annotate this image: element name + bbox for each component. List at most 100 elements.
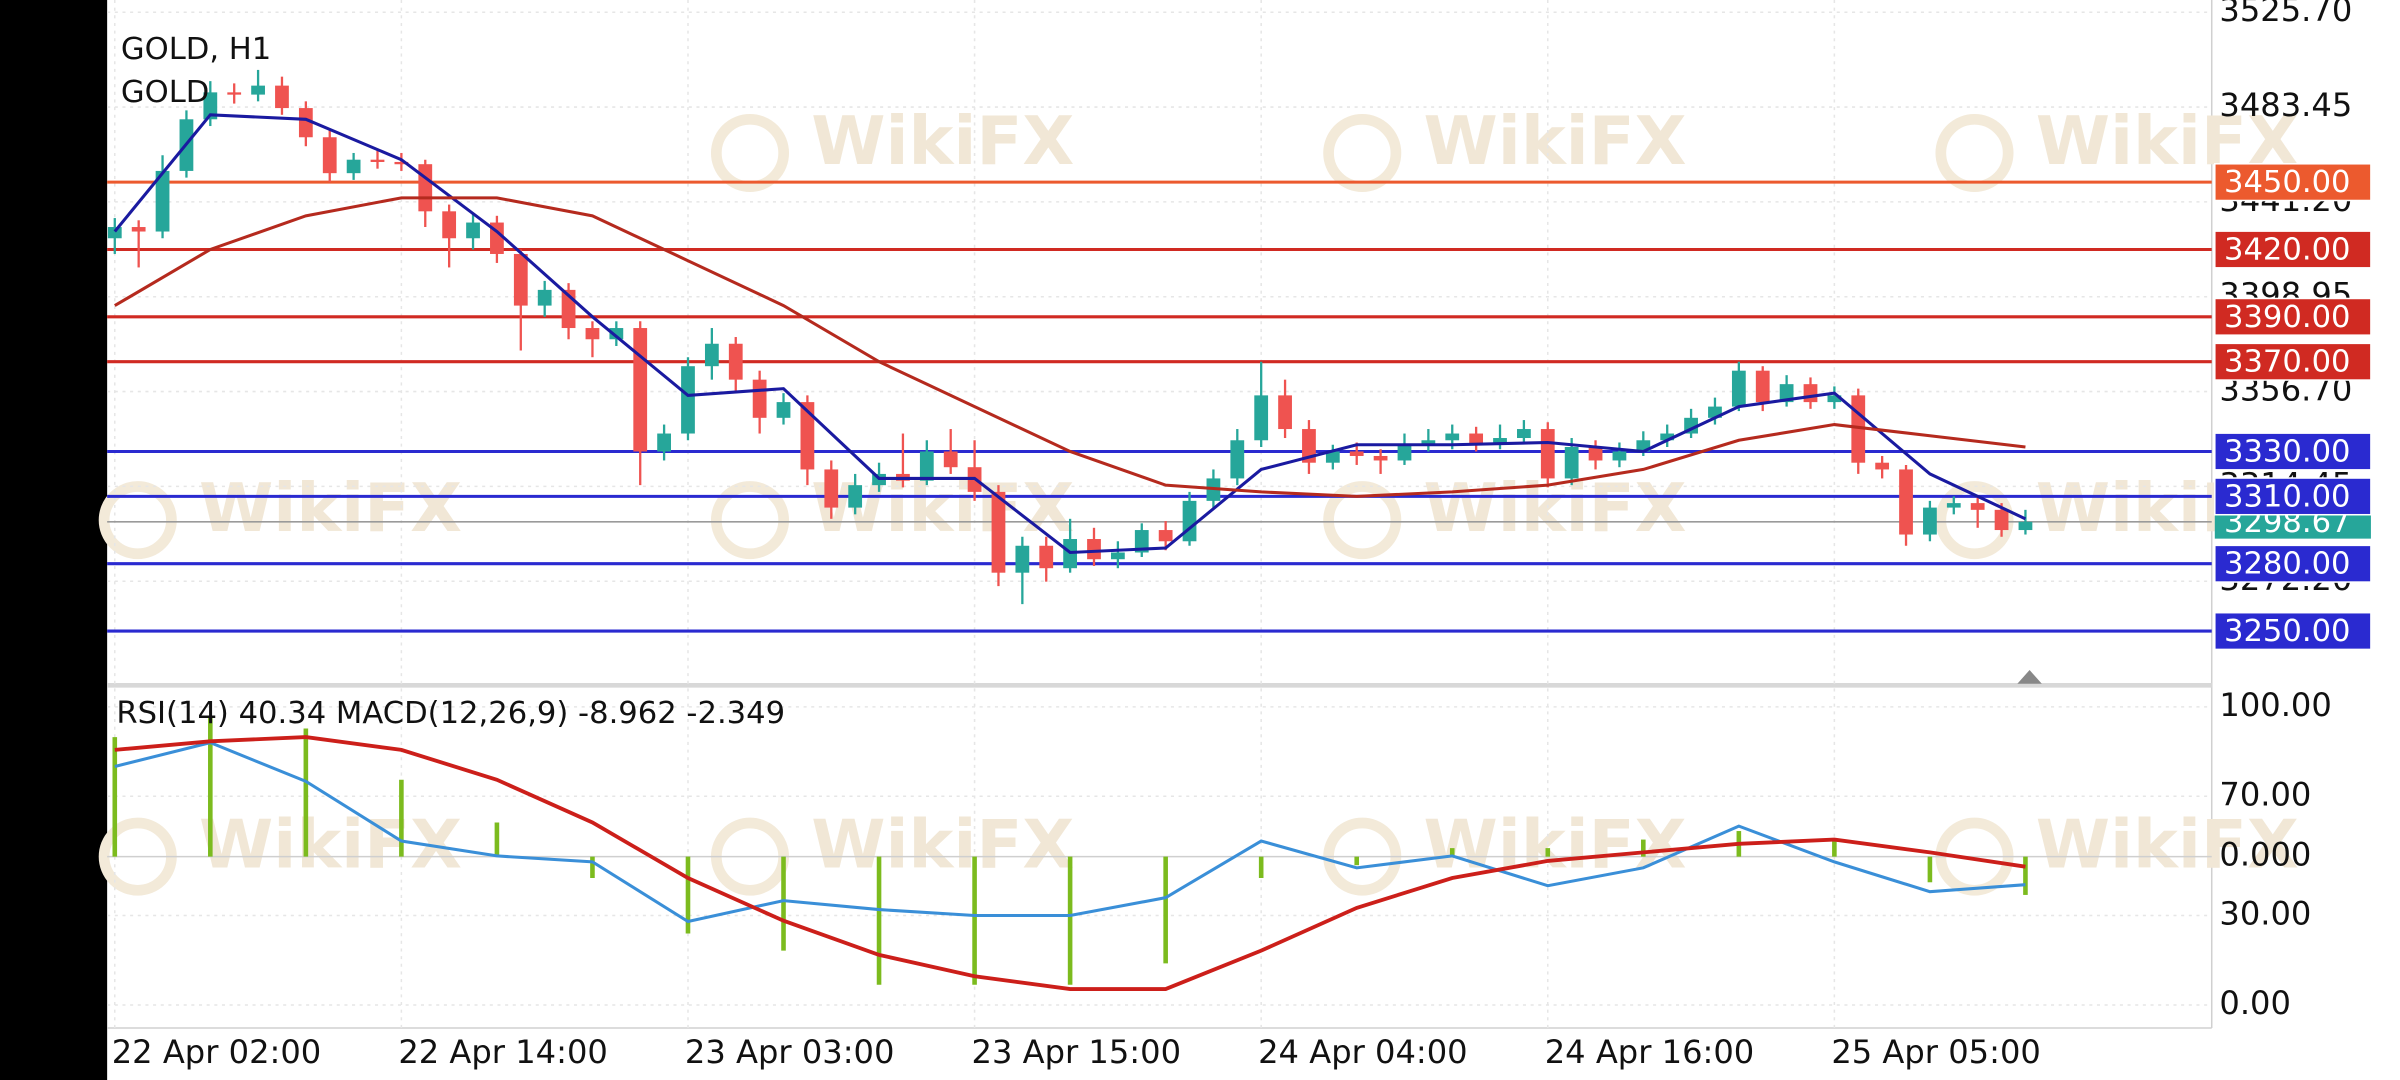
candle-body [991,491,1006,573]
candle-body [609,328,624,340]
candle-body [513,253,528,306]
candle-body [1994,509,2009,531]
candle-body [394,161,409,165]
axis: 22 Apr 02:00 22 Apr 14:00 23 Apr 03:00 23 A… [112,0,2372,1071]
x-tick-label: 23 Apr 03:00 [685,1033,895,1071]
candle-body [155,170,170,232]
level-label: 3250.00 [2224,614,2351,649]
candle-body [1612,451,1627,461]
watermark: WikiFX [811,469,1074,547]
candle-body [1803,384,1818,403]
candle-body [1421,440,1436,445]
candle-body [1278,395,1292,430]
moving-average [114,196,2026,498]
macd-tick-label: 0.000 [2219,836,2311,874]
candle-body [1564,446,1579,479]
watermark: WikiFX [1423,102,1686,180]
candle-body [1397,444,1412,461]
x-tick-label: 23 Apr 15:00 [972,1033,1182,1071]
candle-body [1445,433,1460,441]
candle-body [1875,462,1890,470]
candle-body [1039,545,1054,569]
left-bezel [0,0,108,1080]
chart-subtitle: GOLD [121,75,209,110]
watermark: WikiFX [2036,806,2299,884]
candle-body [1373,455,1388,461]
indicators [112,715,2028,991]
watermark: WikiFX [811,102,1074,180]
candle-body [466,222,480,239]
grid [107,0,2212,1028]
candle-body [919,451,934,481]
candle-body [203,92,218,120]
level-box [2214,544,2372,583]
level-box [2214,611,2372,651]
candle-body [1899,469,1913,535]
candle-body [1755,370,1770,403]
rsi-tick-label: 0.00 [2219,984,2291,1022]
level-label: 3420.00 [2224,233,2351,268]
candle-body [1302,429,1316,463]
candle-body [1110,552,1125,560]
candle-body [1349,451,1364,456]
candle-body [418,164,433,212]
level-label: 3310.00 [2224,479,2351,514]
y-tick-label: 3483.45 [2219,86,2352,124]
rsi-tick-label: 100.00 [2219,686,2331,724]
candle-body [1660,433,1675,441]
candle-body [107,227,122,239]
x-tick-label: 24 Apr 16:00 [1545,1033,1755,1071]
watermarks: WikiFX WikiFX WikiFX WikiFX WikiFX WikiFX Wiki… [98,102,2299,896]
candle-body [1182,500,1197,542]
candle-body [1254,395,1269,441]
moving-average [113,113,2027,555]
level-box [2214,342,2372,381]
candle-body [824,469,839,508]
level-box [2214,477,2372,516]
rsi-tick-label: 70.00 [2219,775,2311,813]
level-label: 3280.00 [2224,547,2351,582]
candle-body [346,159,361,174]
candle-body [1325,451,1340,463]
candle-body [1493,438,1507,445]
scroll-marker [2017,670,2042,684]
watermark: WikiFX [1423,469,1686,547]
candle-body [1946,503,1961,508]
watermark: WikiFX [811,806,1074,884]
candle-body [657,433,671,452]
x-tick-label: 25 Apr 05:00 [1831,1033,2041,1071]
candle-body [1588,446,1603,461]
candle-body [370,159,385,162]
candle-body [1230,440,1245,479]
level-box [2214,432,2372,471]
candle-body [1469,433,1484,445]
candle-body [2018,521,2033,531]
candle-body [298,108,313,138]
level-label: 3450.00 [2224,165,2351,200]
candle-body [728,343,743,380]
level-box [2214,163,2372,202]
candle-body [251,85,265,95]
watermark: WikiFX [1423,806,1686,884]
candle-body [1779,384,1794,403]
candle-body [704,343,719,367]
rsi-tick-label: 30.00 [2219,895,2311,933]
x-tick-label: 24 Apr 04:00 [1258,1033,1468,1071]
rsi-line [114,741,2026,924]
indicator-header: RSI(14) 40.34 MACD(12,26,9) -8.962 -2.34… [116,696,785,731]
level-label: 3390.00 [2224,300,2351,335]
candle-body [1970,503,1985,510]
candle-body [442,211,457,239]
candle-body [800,402,815,470]
watermark-logo [1323,113,1402,192]
watermark: WikiFX [199,469,462,547]
signal-line [114,735,2026,991]
candle-body [322,137,337,174]
candle-body [227,92,242,95]
level-label: 3370.00 [2224,345,2351,380]
candle-body [1923,507,1937,535]
watermark-logo [1935,113,2014,192]
candle-body [1517,429,1531,439]
